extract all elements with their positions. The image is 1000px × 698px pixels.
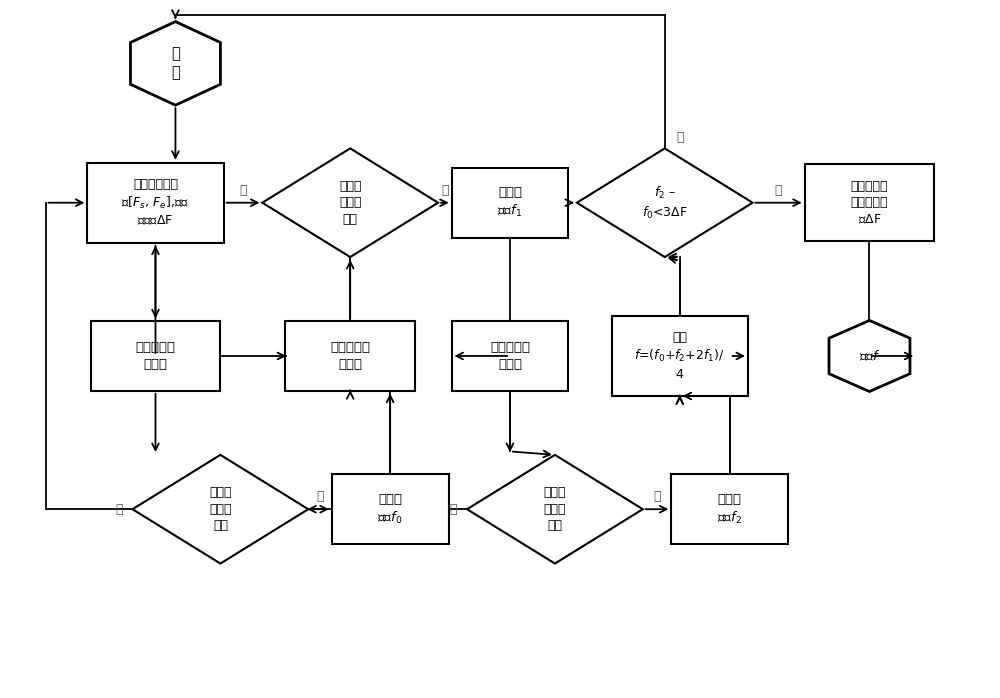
Text: 进行一次逆
向扫频: 进行一次逆 向扫频 [330,341,370,371]
Text: 否: 否 [115,503,123,516]
Text: 否: 否 [239,184,247,197]
Text: 设置扫频范围
为[$F_s$, $F_e$],扫频
步进为$\Delta$F: 设置扫频范围 为[$F_s$, $F_e$],扫频 步进为$\Delta$F [121,177,189,228]
Text: 计算
$f$=($f_0$+$f_2$+2$f_1$)/
4: 计算 $f$=($f_0$+$f_2$+2$f_1$)/ 4 [634,331,725,381]
Text: 存储谐
振点$f_1$: 存储谐 振点$f_1$ [497,186,523,219]
Bar [805,165,934,241]
Text: 是: 是 [441,184,449,197]
Text: 是否存
在输出
最值: 是否存 在输出 最值 [544,487,566,532]
Text: 存储谐
振点$f_2$: 存储谐 振点$f_2$ [717,493,742,526]
Polygon shape [130,22,220,105]
Polygon shape [829,320,910,392]
Text: 减小扫频范
围和扫频步
进$\Delta$F: 减小扫频范 围和扫频步 进$\Delta$F [851,179,888,226]
Bar [671,475,788,544]
Text: 存储谐
振点$f_0$: 存储谐 振点$f_0$ [377,493,403,526]
Bar [285,321,415,391]
Text: 输出$f$: 输出$f$ [859,349,880,363]
Text: 是: 是 [653,490,661,503]
Text: 进行一次单
向扫频: 进行一次单 向扫频 [490,341,530,371]
Text: $f_2$ –
$f_0$<3$\Delta$F: $f_2$ – $f_0$<3$\Delta$F [642,184,688,221]
Polygon shape [133,455,308,563]
Polygon shape [577,149,753,257]
Text: 是否存
在输出
最值: 是否存 在输出 最值 [209,487,232,532]
Text: 否: 否 [676,131,684,144]
Bar [452,168,568,237]
Bar [612,316,748,396]
Text: 是: 是 [775,184,782,197]
Text: 否: 否 [450,503,457,516]
Polygon shape [262,149,438,257]
Text: 开
始: 开 始 [171,46,180,80]
Bar [332,475,449,544]
Text: 是否存
在输出
最值: 是否存 在输出 最值 [339,179,361,225]
Bar [91,321,220,391]
Polygon shape [467,455,643,563]
Bar [87,163,224,243]
Text: 进行一次单
向扫频: 进行一次单 向扫频 [135,341,175,371]
Bar [452,321,568,391]
Text: 是: 是 [316,490,324,503]
